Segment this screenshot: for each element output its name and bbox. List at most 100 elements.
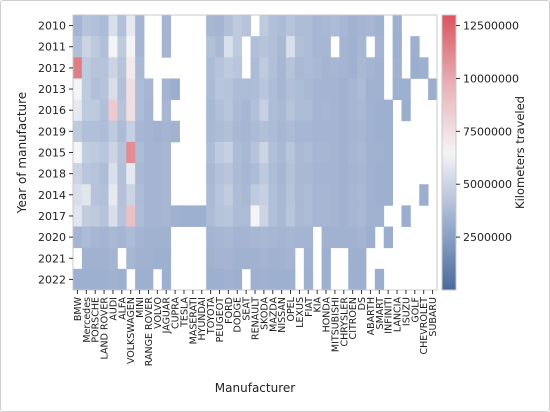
heatmap-cell	[215, 226, 225, 249]
heatmap-cell	[241, 15, 251, 37]
x-tick-label: PEUGEOT	[215, 297, 226, 343]
heatmap-cell	[330, 163, 340, 185]
heatmap-cell	[232, 268, 243, 291]
heatmap-cell	[383, 141, 394, 164]
heatmap-cell	[117, 99, 127, 122]
heatmap-cell	[99, 226, 109, 249]
heatmap-cell	[126, 141, 136, 164]
x-tick-label: MINI	[135, 297, 146, 318]
heatmap-cell	[250, 205, 260, 227]
heatmap-cell	[135, 205, 145, 227]
heatmap-cell	[99, 163, 109, 185]
heatmap-cell	[135, 15, 145, 37]
heatmap-cell	[161, 163, 172, 185]
heatmap-cell	[330, 205, 340, 227]
heatmap-cell	[259, 15, 269, 37]
heatmap-cell	[232, 184, 243, 206]
y-tick-label: 2014	[38, 189, 66, 202]
heatmap-cell	[286, 78, 296, 101]
x-axis-label: Manufacturer	[215, 381, 295, 395]
heatmap-cell	[339, 78, 349, 101]
heatmap-cell	[161, 268, 172, 291]
heatmap-cell	[339, 163, 349, 185]
heatmap-cell	[383, 184, 394, 206]
heatmap-cell	[321, 247, 331, 270]
x-tick-label: VOLKSWAGEN	[126, 297, 137, 364]
heatmap-cell	[99, 15, 109, 37]
heatmap-cell	[206, 163, 216, 185]
heatmap-cell	[365, 78, 376, 101]
heatmap-cell	[259, 36, 269, 58]
heatmap-cell	[303, 226, 314, 249]
heatmap-cell	[330, 226, 340, 249]
heatmap-cell	[223, 163, 234, 185]
heatmap-cell	[144, 205, 154, 227]
heatmap-cell	[170, 205, 180, 227]
heatmap-cell	[286, 36, 296, 58]
heatmap-cell	[348, 226, 358, 249]
heatmap-cell	[117, 141, 127, 164]
heatmap-cell	[241, 226, 251, 249]
heatmap-cell	[135, 163, 145, 185]
heatmap-cell	[99, 184, 109, 206]
heatmap-cell	[365, 141, 376, 164]
heatmap-cell	[161, 36, 172, 58]
heatmap-cell	[330, 15, 340, 37]
heatmap-cell	[126, 15, 136, 37]
x-tick-label: FIAT	[304, 297, 315, 317]
heatmap-cell	[277, 36, 287, 58]
heatmap-cell	[215, 99, 225, 122]
heatmap-cell	[135, 120, 145, 143]
heatmap-cell	[303, 247, 314, 270]
heatmap-cell	[348, 268, 358, 291]
heatmap-cell	[108, 163, 118, 185]
heatmap-cell	[374, 141, 385, 164]
heatmap-cell	[410, 57, 420, 79]
heatmap-cell	[250, 57, 260, 79]
heatmap-cell	[90, 78, 101, 101]
heatmap-cell	[357, 141, 367, 164]
heatmap-cell	[117, 163, 127, 185]
heatmap-cell	[321, 99, 331, 122]
heatmap-cell	[99, 205, 109, 227]
heatmap-cell	[294, 184, 305, 206]
heatmap-cell	[81, 120, 92, 143]
heatmap-cell	[81, 205, 92, 227]
heatmap-cell	[348, 205, 358, 227]
heatmap-cell	[277, 99, 287, 122]
heatmap-cell	[90, 57, 101, 79]
heatmap-cell	[259, 99, 269, 122]
heatmap-cell	[73, 226, 83, 249]
heatmap-cell	[357, 15, 367, 37]
heatmap-cell	[223, 205, 234, 227]
heatmap-cell	[330, 57, 340, 79]
heatmap-cell	[383, 226, 394, 249]
x-tick-label: INFINITI	[384, 297, 395, 334]
heatmap-cell	[81, 15, 92, 37]
heatmap-cell	[223, 247, 234, 270]
x-tick-label: HONDA	[322, 296, 333, 332]
heatmap-cell	[303, 57, 314, 79]
y-axis-label: Year of manufacture	[15, 92, 29, 214]
heatmap-cell	[321, 268, 331, 291]
x-tick-label: ALFA	[117, 297, 128, 320]
heatmap-cell	[81, 78, 92, 101]
x-tick-label: VOLVO	[153, 297, 164, 329]
heatmap-cell	[419, 184, 429, 206]
heatmap-cell	[250, 184, 260, 206]
heatmap-cell	[232, 205, 243, 227]
heatmap-cell	[179, 205, 189, 227]
x-tick-label: RANGE ROVER	[144, 297, 155, 367]
heatmap-cell	[277, 268, 287, 291]
heatmap-cell	[419, 57, 429, 79]
heatmap-cell	[126, 247, 136, 270]
heatmap-cell	[374, 78, 385, 101]
heatmap-cell	[339, 141, 349, 164]
x-tick-label: TOYOTA	[206, 297, 217, 336]
heatmap-cell	[135, 36, 145, 58]
y-tick-label: 2017	[38, 210, 66, 223]
x-tick-label: CITROEN	[348, 297, 359, 339]
heatmap-cell	[392, 36, 402, 58]
heatmap-cell	[99, 99, 109, 122]
heatmap-cell	[365, 15, 376, 37]
